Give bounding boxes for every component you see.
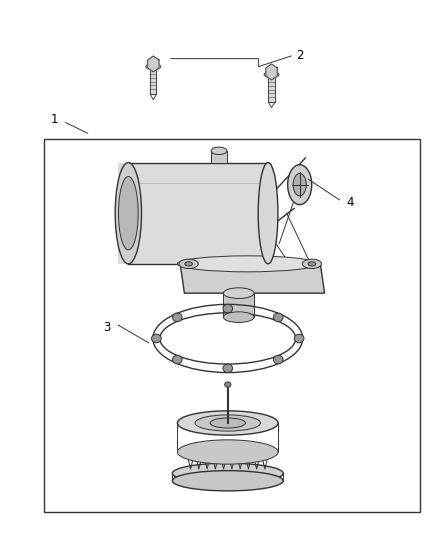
Text: 3: 3 bbox=[104, 321, 111, 334]
Ellipse shape bbox=[177, 440, 278, 464]
Text: 4: 4 bbox=[346, 196, 354, 209]
Ellipse shape bbox=[225, 382, 231, 387]
Ellipse shape bbox=[223, 312, 254, 322]
Ellipse shape bbox=[293, 174, 306, 196]
Polygon shape bbox=[148, 56, 159, 72]
Ellipse shape bbox=[173, 313, 182, 321]
Ellipse shape bbox=[223, 304, 233, 313]
Text: 2: 2 bbox=[296, 50, 304, 62]
Ellipse shape bbox=[195, 415, 261, 431]
Ellipse shape bbox=[185, 262, 192, 266]
Ellipse shape bbox=[258, 163, 278, 264]
Ellipse shape bbox=[273, 356, 283, 364]
Polygon shape bbox=[180, 264, 325, 293]
Bar bbox=[211, 151, 227, 163]
Ellipse shape bbox=[264, 71, 279, 78]
Ellipse shape bbox=[152, 334, 161, 343]
Polygon shape bbox=[268, 78, 275, 102]
Ellipse shape bbox=[211, 147, 227, 155]
Bar bbox=[223, 293, 254, 317]
Polygon shape bbox=[266, 64, 277, 80]
Ellipse shape bbox=[146, 63, 161, 70]
Ellipse shape bbox=[173, 463, 283, 483]
Ellipse shape bbox=[173, 356, 182, 364]
Polygon shape bbox=[150, 70, 156, 94]
Bar bbox=[118, 163, 272, 264]
Ellipse shape bbox=[273, 313, 283, 321]
Ellipse shape bbox=[294, 334, 304, 343]
Bar bbox=[44, 139, 420, 512]
Ellipse shape bbox=[210, 418, 245, 428]
Ellipse shape bbox=[179, 259, 198, 269]
Ellipse shape bbox=[223, 364, 233, 373]
Text: 1: 1 bbox=[51, 114, 59, 126]
Ellipse shape bbox=[115, 163, 141, 264]
Ellipse shape bbox=[288, 165, 312, 205]
Ellipse shape bbox=[308, 262, 316, 266]
Ellipse shape bbox=[173, 471, 283, 491]
Ellipse shape bbox=[118, 176, 138, 250]
Ellipse shape bbox=[177, 411, 278, 435]
Ellipse shape bbox=[177, 256, 318, 272]
Ellipse shape bbox=[302, 259, 321, 269]
Ellipse shape bbox=[223, 288, 254, 298]
